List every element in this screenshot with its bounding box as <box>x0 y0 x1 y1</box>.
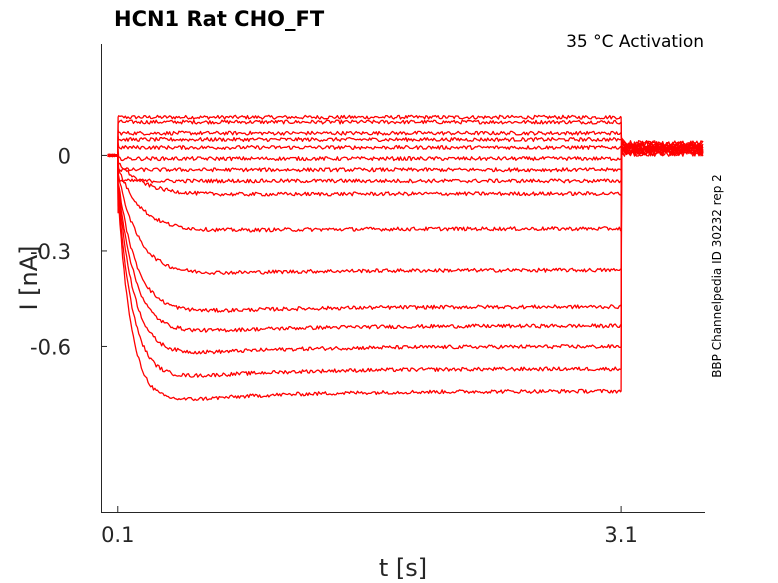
current-trace-4 <box>107 135 704 158</box>
y-axis-label: I [nA] <box>15 245 43 310</box>
current-trace-12 <box>107 140 704 313</box>
chart-title: HCN1 Rat CHO_FT <box>114 7 325 31</box>
current-trace-13 <box>107 147 704 333</box>
current-trace-1 <box>107 114 704 157</box>
current-trace-16 <box>107 137 704 402</box>
y-tick-label-1: -0.3 <box>30 240 71 264</box>
y-tick-label-0: 0 <box>58 144 71 168</box>
current-trace-10 <box>107 145 704 233</box>
x-tick-label-0: 0.1 <box>101 523 134 547</box>
y-ticks: 0 -0.3 -0.6 <box>30 144 107 359</box>
current-trace-2 <box>107 119 704 157</box>
current-trace-11 <box>107 143 704 275</box>
x-axis-label: t [s] <box>379 554 427 582</box>
current-trace-9 <box>107 148 704 197</box>
current-trace-15 <box>107 142 704 378</box>
current-trace-3 <box>107 129 704 157</box>
current-trace-8 <box>107 140 704 184</box>
source-label: BBP Channelpedia ID 30232 rep 2 <box>710 174 724 378</box>
condition-annotation: 35 °C Activation <box>566 32 704 52</box>
x-tick-label-1: 3.1 <box>604 523 637 547</box>
current-trace-5 <box>107 142 704 158</box>
traces <box>107 114 704 402</box>
current-trace-7 <box>107 142 704 173</box>
current-trace-6 <box>107 145 704 162</box>
x-ticks: 0.1 3.1 <box>101 506 638 547</box>
current-trace-14 <box>107 145 704 355</box>
y-tick-label-2: -0.6 <box>30 335 71 359</box>
